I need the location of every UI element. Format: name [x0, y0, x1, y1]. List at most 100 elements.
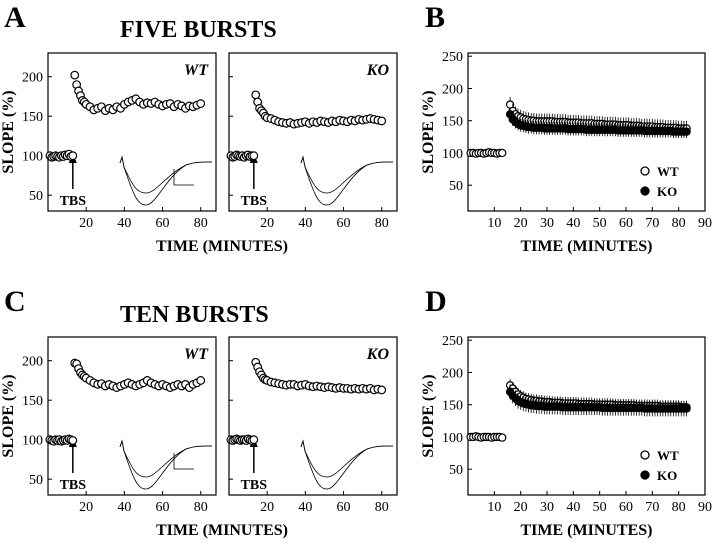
data-point	[196, 376, 206, 385]
series-data	[45, 358, 206, 446]
y-tick-label: 250	[442, 334, 463, 349]
x-tick-label: 60	[619, 216, 633, 231]
data-point	[251, 90, 261, 100]
y-tick-label: 100	[442, 147, 463, 162]
trace-after	[119, 439, 213, 490]
trace-before	[300, 439, 394, 478]
panel-a-ko-plot: 20 40 60 80 KO TBS	[226, 52, 398, 231]
y-tick-label: 200	[442, 366, 463, 381]
tbs-label: TBS	[60, 478, 87, 493]
y-tick-label: 150	[442, 115, 463, 130]
x-tick-label: 40	[566, 216, 580, 231]
y-axis-title: SLOPE (%)	[420, 90, 437, 173]
fepsp-trace-inset	[119, 439, 213, 490]
x-tick-label: 40	[298, 500, 312, 515]
plot-frame	[228, 52, 398, 212]
fepsp-trace-inset	[119, 155, 213, 206]
x-tick-label: 80	[672, 500, 686, 515]
x-tick-label: 70	[645, 216, 659, 231]
x-axis-title: TIME (MINUTES)	[156, 522, 288, 539]
trace-after	[300, 155, 394, 206]
data-point	[682, 127, 691, 136]
y-tick-label: 150	[22, 110, 43, 125]
y-tick-label: 50	[449, 179, 463, 194]
y-axis-title: SLOPE (%)	[0, 374, 17, 457]
x-tick-label: 80	[375, 216, 389, 231]
x-tick-label: 20	[260, 216, 274, 231]
x-tick-label: 40	[117, 500, 131, 515]
x-tick-label: 10	[487, 216, 501, 231]
x-tick-label: 80	[194, 500, 208, 515]
panel-a-wt-plot: 50 100 150 200 20 40 60 80 SLOPE (%) TIME (MINUTE…	[0, 52, 288, 255]
legend-marker	[640, 450, 650, 460]
data-point	[70, 70, 80, 80]
x-tick-label: 70	[645, 500, 659, 515]
y-tick-label: 50	[449, 463, 463, 478]
trace-after	[119, 155, 213, 206]
tbs-label: TBS	[60, 194, 87, 209]
x-tick-label: 20	[260, 500, 274, 515]
x-tick-label: 60	[619, 500, 633, 515]
y-tick-label: 50	[29, 189, 43, 204]
series-data	[226, 90, 387, 162]
data-point	[249, 151, 259, 161]
x-tick-label: 40	[298, 216, 312, 231]
data-point	[682, 404, 691, 413]
x-tick-label: 40	[117, 216, 131, 231]
y-tick-label: 150	[22, 394, 43, 409]
trace-before	[119, 439, 213, 478]
x-tick-label: 80	[672, 216, 686, 231]
legend-label: KO	[657, 468, 677, 483]
plot-frame	[47, 336, 217, 496]
x-tick-label: 50	[593, 216, 607, 231]
x-tick-label: 40	[566, 500, 580, 515]
x-tick-label: 80	[194, 216, 208, 231]
x-axis-title: TIME (MINUTES)	[520, 238, 652, 255]
data-point	[196, 99, 206, 108]
x-tick-label: 90	[698, 216, 712, 231]
x-axis-title: TIME (MINUTES)	[156, 238, 288, 255]
panel-c-heading: TEN BURSTS	[120, 302, 269, 328]
x-tick-label: 60	[337, 216, 351, 231]
y-tick-label: 50	[29, 473, 43, 488]
data-point	[498, 433, 507, 442]
data-point	[377, 116, 387, 126]
data-point	[377, 385, 387, 395]
plot-frame	[228, 336, 398, 496]
legend-marker	[640, 470, 650, 480]
y-tick-label: 100	[442, 431, 463, 446]
x-tick-label: 20	[514, 500, 528, 515]
x-tick-label: 60	[156, 216, 170, 231]
y-axis-title: SLOPE (%)	[0, 90, 17, 173]
panel-d-plot: 50 100 150 200 250 10 20 30 40 50 60 70 80 90 SLOPE (%…	[420, 334, 712, 539]
series-ko	[505, 107, 691, 139]
tbs-label: TBS	[241, 478, 268, 493]
x-tick-label: 30	[540, 500, 554, 515]
panel-letter-d: D	[425, 285, 447, 318]
tbs-label: TBS	[241, 194, 268, 209]
legend-label: WT	[657, 448, 679, 463]
y-tick-label: 100	[22, 150, 43, 165]
panel-b-plot: 50 100 150 200 250 10 20 30 40 50 60 70 80 90 SLOPE (%…	[420, 50, 712, 255]
panel-c-wt-plot: 50 100 150 200 20 40 60 80 SLOPE (%) TIME (MINUTE…	[0, 336, 288, 539]
panel-a-heading: FIVE BURSTS	[120, 17, 277, 43]
x-tick-label: 90	[698, 500, 712, 515]
plot-frame	[47, 52, 217, 212]
data-point	[68, 436, 78, 445]
x-axis-title: TIME (MINUTES)	[520, 522, 652, 539]
y-tick-label: 200	[22, 71, 43, 86]
trace-before	[119, 155, 213, 194]
data-point	[498, 148, 507, 158]
y-tick-label: 250	[442, 50, 463, 65]
fepsp-trace-inset	[300, 155, 394, 206]
scale-bar	[173, 453, 194, 470]
panel-letter-a: A	[4, 1, 26, 34]
plot-frame	[467, 336, 706, 496]
x-tick-label: 20	[79, 216, 93, 231]
y-tick-label: 100	[22, 434, 43, 449]
y-tick-label: 200	[442, 82, 463, 97]
panel-letter-b: B	[425, 1, 445, 34]
legend-marker	[640, 186, 650, 196]
genotype-label: WT	[184, 346, 209, 363]
